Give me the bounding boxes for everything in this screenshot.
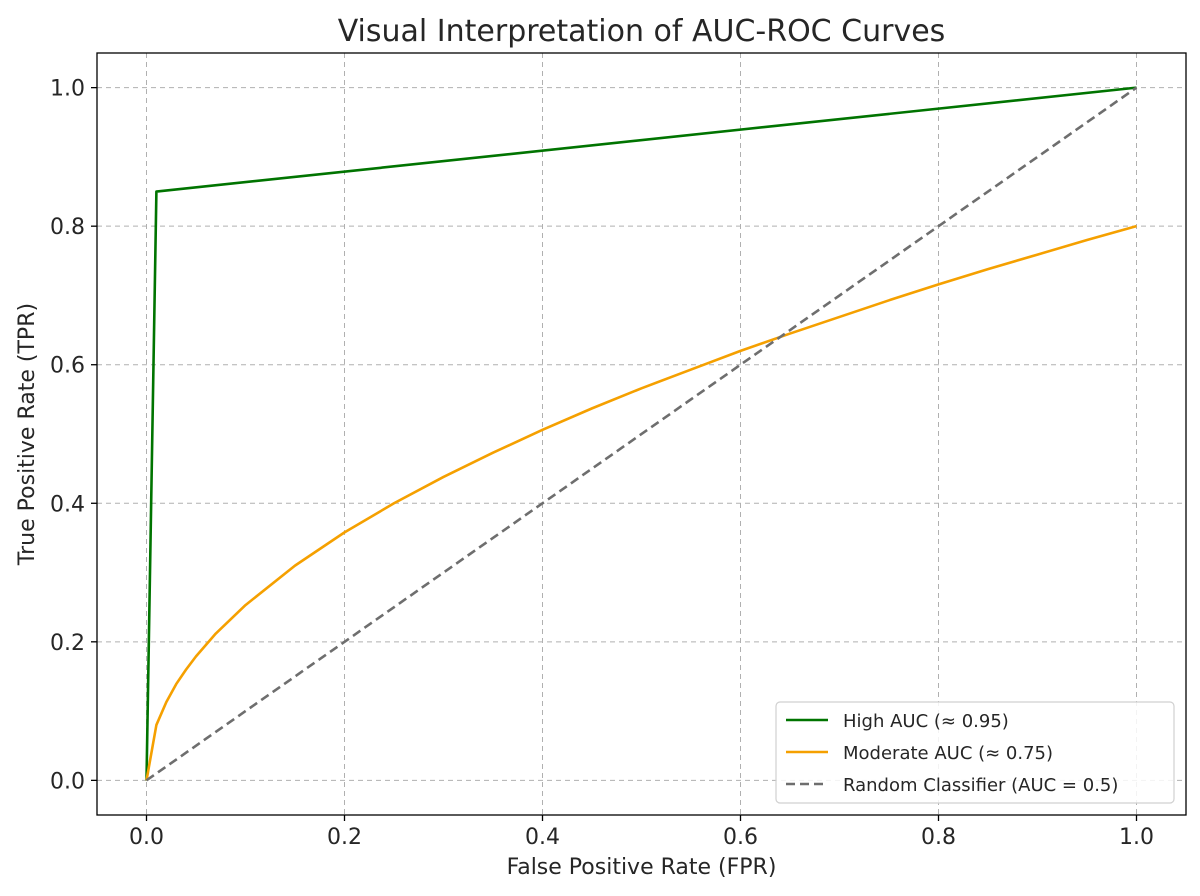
- series-line-moderate-auc-0-75: [145, 224, 1137, 781]
- y-tick-label: 0.2: [50, 631, 85, 656]
- chart-title: Visual Interpretation of AUC-ROC Curves: [338, 14, 946, 49]
- x-tick-label: 0.8: [921, 825, 956, 850]
- x-tick-label: 0.0: [129, 825, 164, 850]
- legend-label: Random Classifier (AUC = 0.5): [843, 775, 1118, 796]
- ticks-layer: 0.0 0.2 0.4 0.6 0.8 1.0 0.0 0.2 0.4 0.6 0.8 1.0: [50, 77, 1154, 850]
- x-tick-label: 1.0: [1119, 825, 1154, 850]
- legend-label: Moderate AUC (≈ 0.75): [843, 743, 1053, 764]
- series-line-high-auc-0-95: [145, 86, 1137, 781]
- series-layer: [145, 86, 1138, 782]
- x-tick-label: 0.6: [723, 825, 758, 850]
- y-axis-label: True Positive Rate (TPR): [15, 303, 40, 566]
- series-line-random-classifier-auc-0-5: [145, 86, 1138, 782]
- legend-box: [775, 701, 1175, 804]
- x-tick-label: 0.2: [327, 825, 362, 850]
- y-tick-label: 0.4: [50, 492, 85, 517]
- x-axis-label: False Positive Rate (FPR): [507, 855, 777, 880]
- x-tick-label: 0.4: [525, 825, 560, 850]
- legend: High AUC (≈ 0.95) Moderate AUC (≈ 0.75) Ra…: [775, 701, 1175, 804]
- legend-label: High AUC (≈ 0.95): [843, 711, 1009, 732]
- y-tick-label: 0.8: [50, 215, 85, 240]
- y-tick-label: 0.0: [50, 769, 85, 794]
- grid-layer: [97, 53, 1186, 815]
- y-tick-label: 0.6: [50, 354, 85, 379]
- y-tick-label: 1.0: [50, 77, 85, 102]
- plot-frame: [96, 52, 1187, 816]
